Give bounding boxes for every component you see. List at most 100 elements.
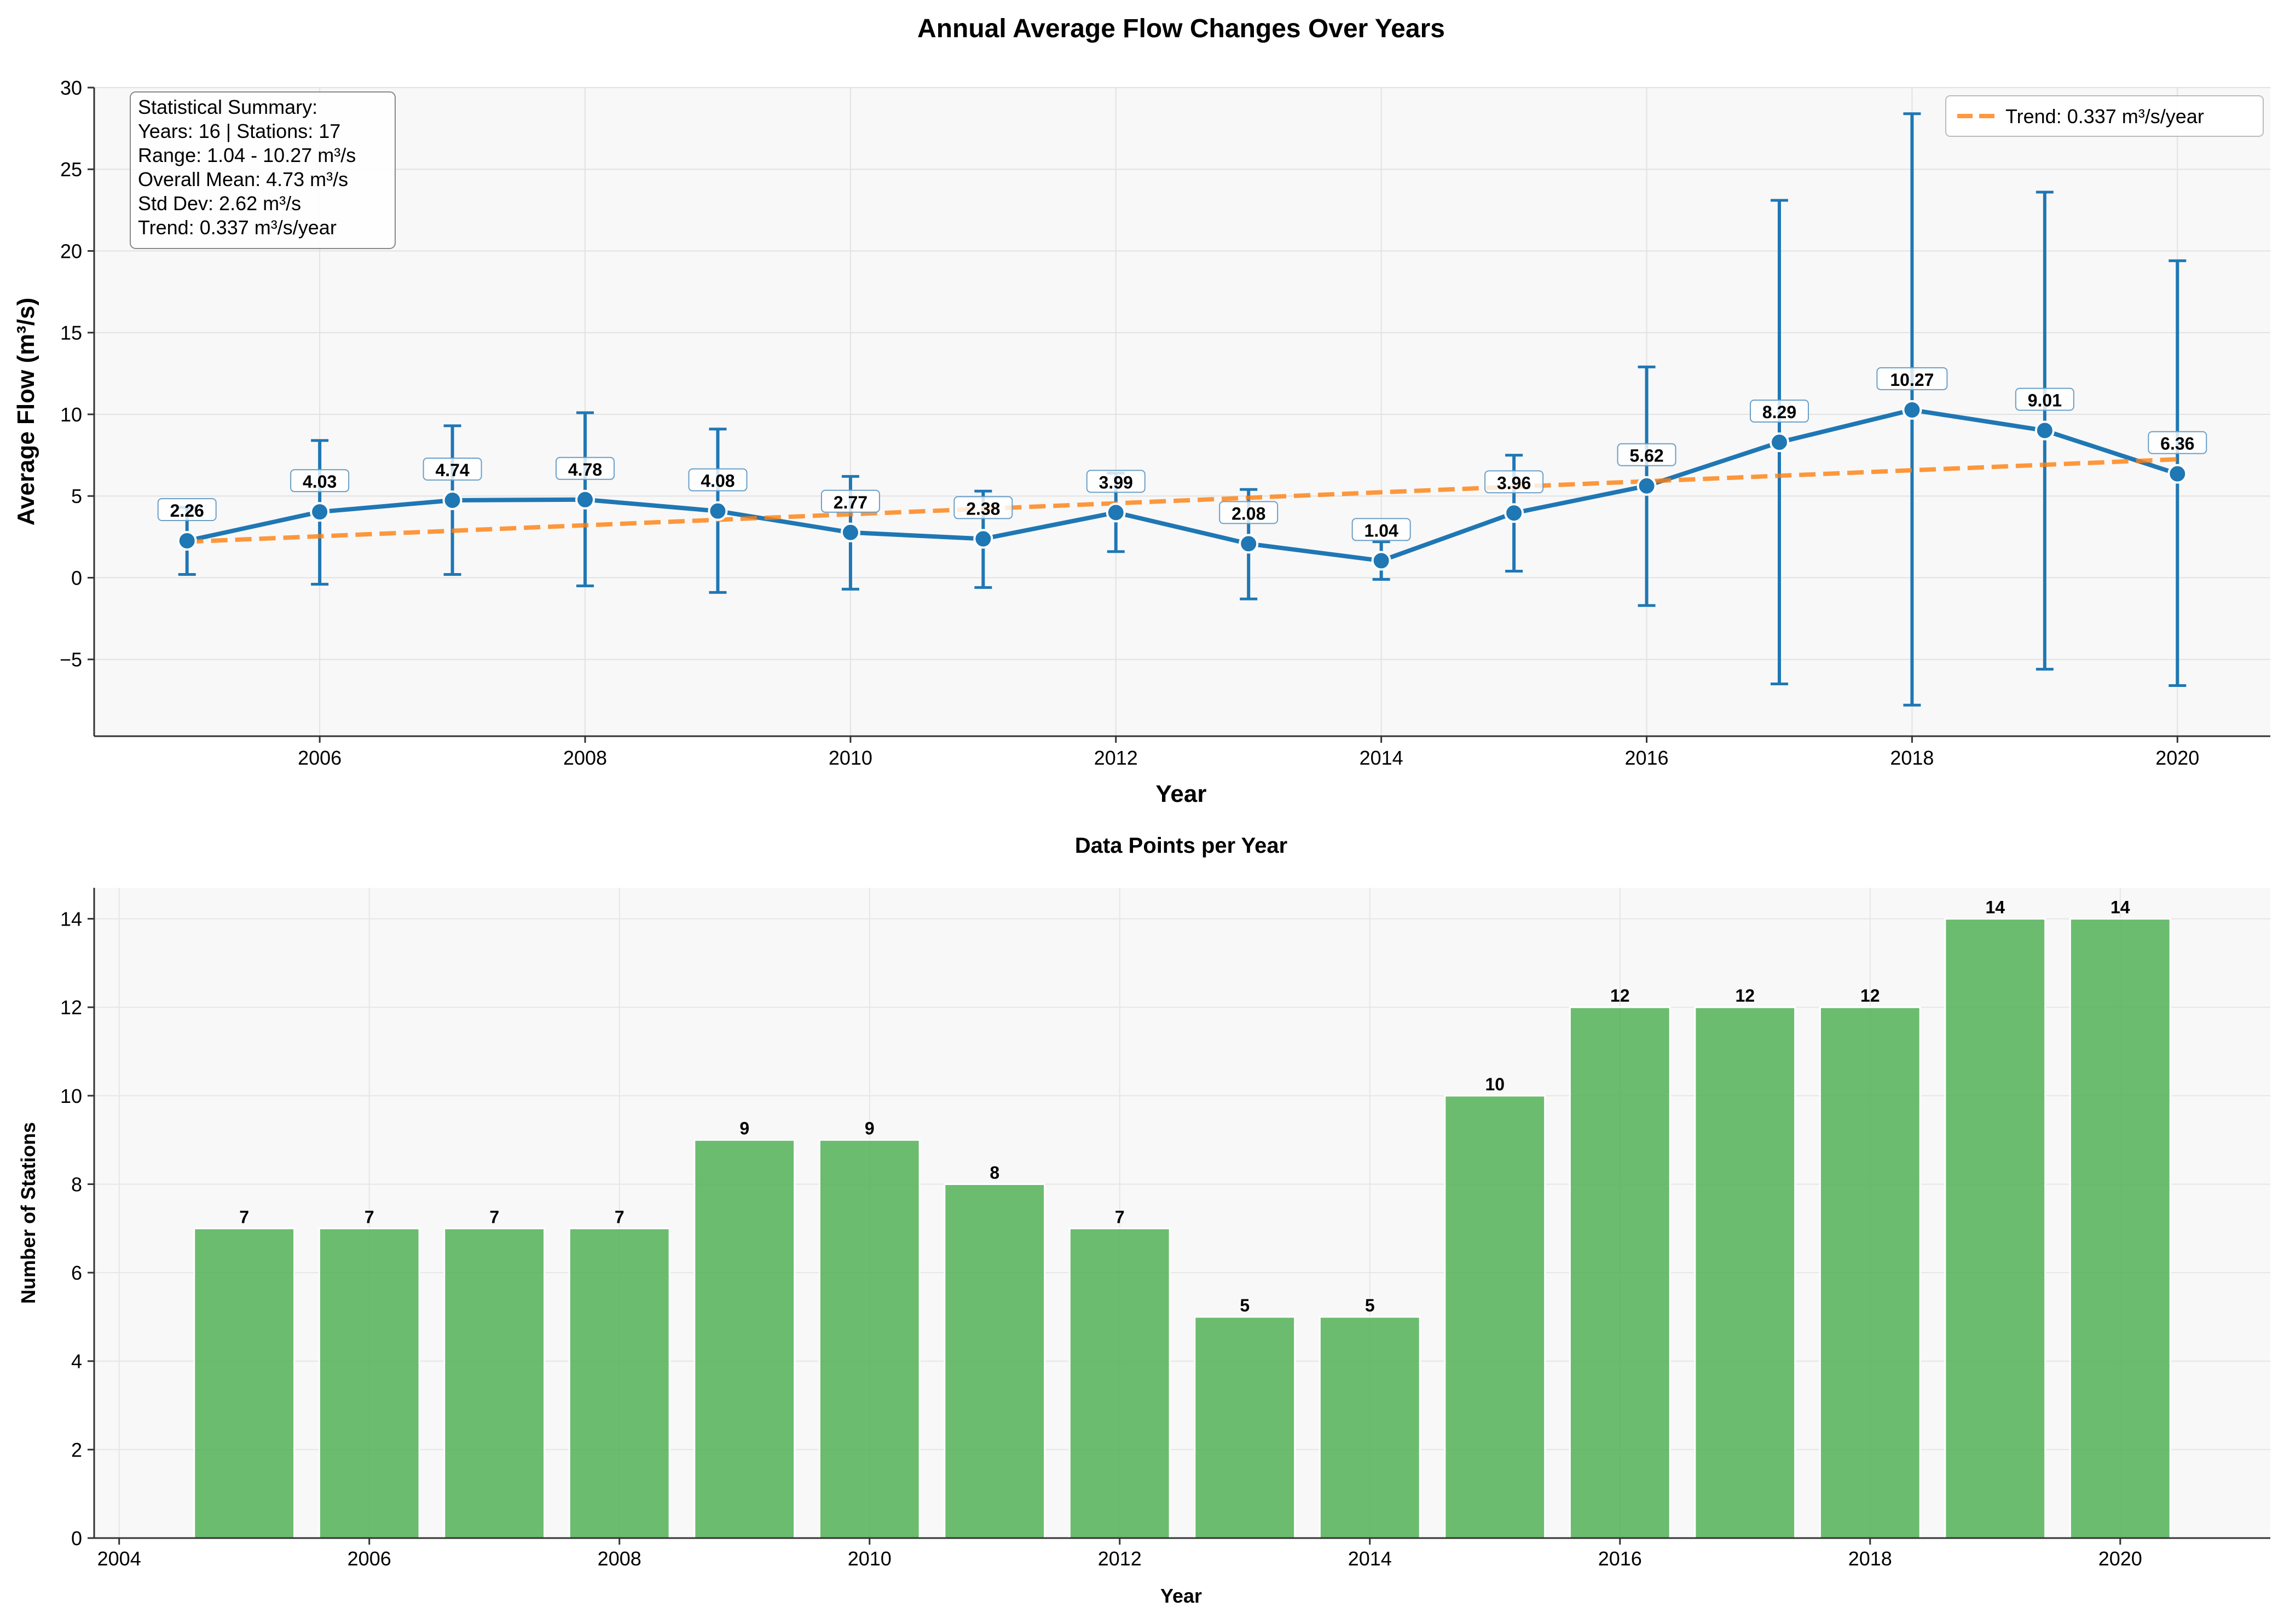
station-count-bar bbox=[944, 1183, 1046, 1539]
point-label-box bbox=[1219, 501, 1279, 524]
top-y-tick-label: 15 bbox=[60, 322, 82, 344]
stats-summary-line: Std Dev: 2.62 m³/s bbox=[138, 192, 301, 215]
point-label-box bbox=[953, 496, 1013, 519]
point-value-label: 3.99 bbox=[1099, 472, 1133, 492]
point-label-box bbox=[1876, 367, 1948, 390]
top-y-tick-label: 25 bbox=[60, 158, 82, 181]
top-x-tick-label: 2014 bbox=[1360, 747, 1403, 769]
flow-data-point bbox=[1769, 432, 1789, 453]
point-value-label: 4.74 bbox=[435, 460, 469, 480]
bar-value-label: 9 bbox=[739, 1119, 749, 1138]
point-label-box bbox=[2015, 388, 2074, 411]
stats-summary-line: Overall Mean: 4.73 m³/s bbox=[138, 168, 348, 190]
bottom-y-axis-label: Number of Stations bbox=[17, 1122, 39, 1304]
point-value-label: 4.08 bbox=[701, 471, 735, 491]
bottom-x-tick-label: 2016 bbox=[1598, 1547, 1642, 1570]
station-count-bar bbox=[318, 1227, 420, 1539]
station-count-bar bbox=[1819, 1006, 1921, 1539]
top-y-tick-label: 20 bbox=[60, 240, 82, 262]
bottom-x-tick-label: 2020 bbox=[2098, 1547, 2142, 1570]
flow-data-point bbox=[1371, 551, 1391, 571]
flow-data-point bbox=[708, 501, 728, 521]
point-label-box bbox=[290, 469, 350, 493]
stats-summary-line: Statistical Summary: bbox=[138, 96, 317, 118]
point-label-box bbox=[2148, 431, 2207, 454]
point-value-label: 10.27 bbox=[1890, 370, 1934, 390]
bottom-x-tick-label: 2012 bbox=[1098, 1547, 1142, 1570]
bottom-x-tick-label: 2006 bbox=[348, 1547, 391, 1570]
point-label-box bbox=[688, 468, 748, 492]
station-count-bar bbox=[1068, 1227, 1171, 1539]
legend-trend-label: Trend: 0.337 m³/s/year bbox=[2005, 105, 2204, 128]
point-label-box bbox=[820, 489, 880, 513]
point-value-label: 6.36 bbox=[2160, 434, 2194, 454]
station-count-bar bbox=[1444, 1095, 1546, 1539]
flow-line-chart: 2006 2008 2010 2012 2014 2016 2018 2020 −5 0 5 10 15… bbox=[13, 14, 2270, 807]
bar-value-label: 14 bbox=[1985, 898, 2005, 917]
flow-data-point bbox=[1106, 502, 1126, 523]
stats-summary-line: Years: 16 | Stations: 17 bbox=[138, 120, 340, 142]
bottom-plot-area bbox=[94, 888, 2270, 1538]
point-value-label: 2.08 bbox=[1231, 504, 1265, 523]
top-y-axis-label: Average Flow (m³/s) bbox=[13, 298, 39, 525]
point-value-label: 3.96 bbox=[1497, 473, 1531, 493]
bottom-y-tick-label: 4 bbox=[71, 1350, 82, 1373]
flow-data-point bbox=[310, 502, 330, 522]
point-label-box bbox=[1484, 470, 1544, 494]
point-value-label: 4.03 bbox=[303, 472, 337, 492]
top-x-tick-label: 2016 bbox=[1624, 747, 1668, 769]
bottom-x-axis-label: Year bbox=[1160, 1585, 1202, 1607]
bar-value-label: 7 bbox=[615, 1207, 625, 1227]
flow-data-point bbox=[177, 531, 197, 551]
station-count-bar bbox=[193, 1227, 296, 1539]
bar-value-label: 12 bbox=[1860, 986, 1880, 1005]
point-value-label: 2.26 bbox=[170, 501, 204, 521]
point-value-label: 4.78 bbox=[568, 460, 602, 479]
flow-data-point bbox=[1637, 476, 1657, 496]
flow-data-point bbox=[2167, 464, 2188, 484]
bottom-chart-title: Data Points per Year bbox=[1075, 834, 1287, 858]
flow-data-point bbox=[840, 522, 860, 542]
point-value-label: 5.62 bbox=[1629, 446, 1663, 466]
top-y-tick-label: 5 bbox=[71, 485, 82, 507]
station-count-bar bbox=[2069, 918, 2171, 1539]
point-value-label: 9.01 bbox=[2028, 391, 2062, 411]
top-x-tick-label: 2010 bbox=[829, 747, 872, 769]
top-y-tick-label: 0 bbox=[71, 567, 82, 589]
bottom-x-tick-label: 2010 bbox=[848, 1547, 892, 1570]
bar-value-label: 10 bbox=[1485, 1074, 1505, 1094]
top-x-tick-label: 2020 bbox=[2155, 747, 2199, 769]
point-label-box bbox=[1749, 400, 1809, 423]
point-label-box bbox=[423, 457, 482, 481]
point-label-box bbox=[1351, 518, 1411, 541]
stats-summary-box bbox=[130, 91, 396, 249]
station-count-bar bbox=[1319, 1316, 1421, 1539]
top-x-tick-label: 2008 bbox=[563, 747, 607, 769]
bottom-x-tick-label: 2014 bbox=[1348, 1547, 1392, 1570]
legend-box bbox=[1945, 95, 2264, 137]
flow-series-line bbox=[186, 407, 2178, 563]
point-label-box bbox=[1086, 470, 1146, 493]
flow-data-point bbox=[1504, 503, 1524, 523]
station-count-bar bbox=[1944, 918, 2046, 1539]
point-label-box bbox=[556, 456, 615, 480]
bottom-y-tick-label: 14 bbox=[60, 908, 82, 931]
top-x-axis-label: Year bbox=[1156, 781, 1207, 807]
point-label-box bbox=[1617, 443, 1676, 466]
flow-data-point bbox=[1902, 400, 1922, 420]
bottom-y-tick-label: 10 bbox=[60, 1085, 82, 1107]
flow-data-point bbox=[442, 490, 462, 510]
station-count-bar bbox=[693, 1139, 796, 1539]
bar-value-label: 14 bbox=[2110, 898, 2130, 917]
top-y-tick-label: 10 bbox=[60, 403, 82, 426]
bottom-x-tick-label: 2008 bbox=[598, 1547, 641, 1570]
bar-value-label: 7 bbox=[365, 1207, 374, 1227]
stats-summary-line: Trend: 0.337 m³/s/year bbox=[138, 216, 337, 239]
bottom-y-tick-label: 6 bbox=[71, 1262, 82, 1284]
bar-value-label: 7 bbox=[1115, 1207, 1125, 1227]
bottom-y-tick-label: 0 bbox=[71, 1527, 82, 1550]
point-label-box bbox=[157, 498, 217, 522]
bar-value-label: 9 bbox=[865, 1119, 875, 1138]
